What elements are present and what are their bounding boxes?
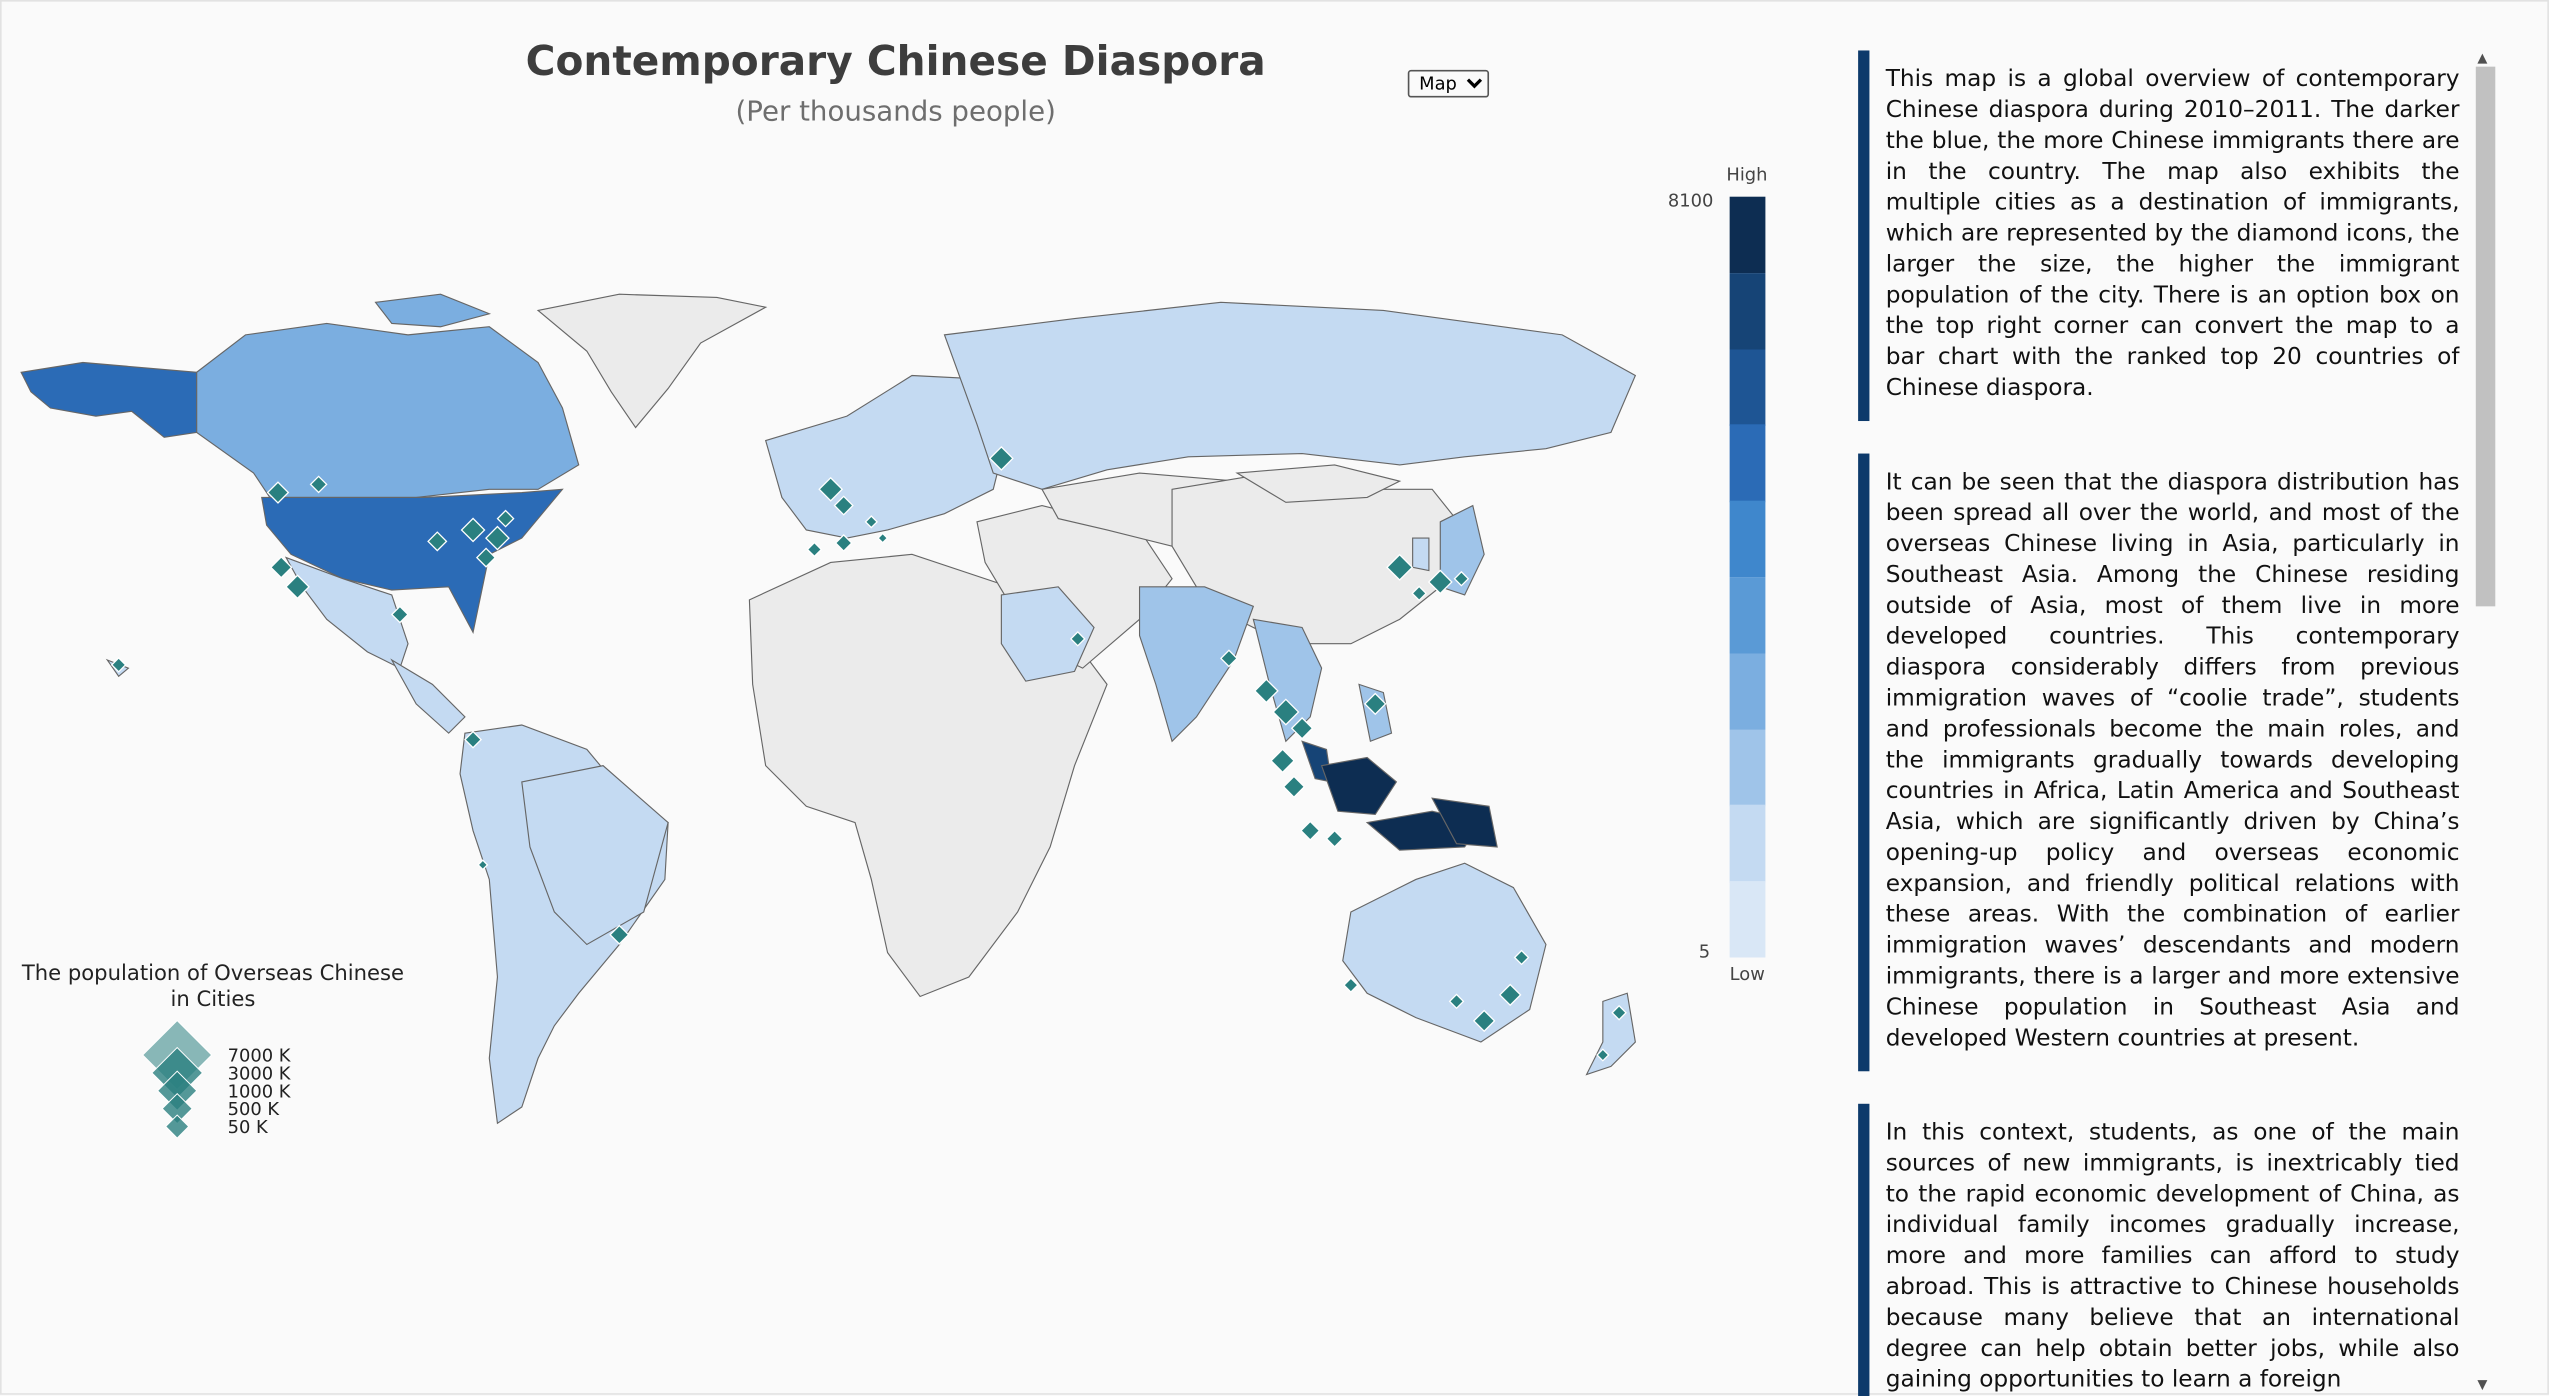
legend-low-label: Low — [1729, 963, 1765, 986]
description-paragraph: In this context, students, as one of the… — [1858, 1103, 2460, 1396]
country-canada-islands[interactable] — [374, 293, 492, 328]
legend-max-value: 8100 — [1667, 190, 1714, 212]
city-marker[interactable] — [1611, 1004, 1627, 1021]
city-marker[interactable] — [110, 657, 127, 673]
city-marker[interactable] — [1498, 983, 1522, 1007]
country-canada[interactable] — [196, 322, 580, 499]
view-mode-select[interactable]: Map — [1407, 69, 1490, 98]
page-title: Contemporary Chinese Diaspora — [525, 37, 1266, 85]
scroll-down-arrow[interactable]: ▼ — [2477, 1376, 2488, 1392]
city-marker[interactable] — [496, 509, 515, 528]
color-scale-step — [1729, 500, 1766, 578]
city-marker[interactable] — [427, 531, 448, 552]
city-marker[interactable] — [877, 532, 889, 544]
country-greenland[interactable] — [536, 293, 768, 429]
city-marker[interactable] — [475, 547, 497, 568]
city-legend-marker — [161, 1093, 193, 1125]
city-marker[interactable] — [460, 517, 486, 543]
country-alaska[interactable] — [20, 361, 198, 438]
scroll-thumb[interactable] — [2475, 66, 2496, 607]
text-scrollbar[interactable]: ▲ ▼ — [2473, 50, 2496, 1396]
country-central-america[interactable] — [390, 658, 466, 734]
city-marker[interactable] — [266, 481, 290, 504]
color-scale-step — [1729, 272, 1766, 350]
color-scale-step — [1729, 653, 1766, 731]
city-marker[interactable] — [1343, 977, 1359, 993]
city-marker[interactable] — [1282, 775, 1306, 799]
color-scale-step — [1729, 577, 1766, 654]
city-legend-label: 1000 K — [228, 1081, 292, 1102]
color-scale-bar — [1729, 196, 1766, 959]
city-marker[interactable] — [1596, 1048, 1610, 1062]
country-saudi[interactable] — [1000, 586, 1095, 682]
city-marker[interactable] — [1325, 829, 1344, 848]
city-marker[interactable] — [1386, 553, 1414, 581]
country-brazil[interactable] — [521, 765, 669, 946]
city-marker[interactable] — [485, 525, 510, 551]
city-marker[interactable] — [864, 515, 878, 529]
country-mongolia[interactable] — [1235, 464, 1402, 503]
color-scale-step — [1729, 729, 1766, 807]
city-marker[interactable] — [285, 574, 310, 600]
city-legend-label: 3000 K — [228, 1063, 292, 1084]
city-marker[interactable] — [1453, 570, 1470, 587]
city-marker[interactable] — [269, 556, 293, 579]
city-marker[interactable] — [1290, 717, 1314, 740]
country-india[interactable] — [1138, 586, 1255, 743]
city-legend-label: 50 K — [228, 1117, 269, 1138]
city-marker[interactable] — [818, 476, 844, 502]
legend-high-label: High — [1726, 164, 1768, 186]
description-paragraph: It can be seen that the diaspora distrib… — [1858, 453, 2460, 1072]
description-panel[interactable]: This map is a global overview of contemp… — [1858, 50, 2460, 1396]
country-papua[interactable] — [1431, 797, 1498, 848]
city-marker[interactable] — [1270, 748, 1296, 774]
color-scale-step — [1729, 881, 1766, 959]
city-marker[interactable] — [464, 730, 483, 749]
city-marker[interactable] — [1427, 569, 1453, 595]
country-usa[interactable] — [261, 488, 564, 635]
scroll-up-arrow[interactable]: ▲ — [2477, 50, 2488, 66]
city-legend-title: The population of Overseas Chinese in Ci… — [21, 962, 405, 1013]
city-legend-marker — [156, 1070, 198, 1112]
city-legend-marker — [165, 1114, 190, 1139]
color-scale-step — [1729, 805, 1766, 883]
color-scale-step — [1729, 348, 1766, 426]
city-marker[interactable] — [1300, 820, 1321, 841]
city-legend-label: 7000 K — [228, 1046, 292, 1067]
city-marker[interactable] — [988, 446, 1014, 471]
city-marker[interactable] — [1253, 678, 1279, 704]
city-marker[interactable] — [1069, 631, 1086, 647]
city-marker[interactable] — [1513, 949, 1530, 966]
country-new-zealand[interactable] — [1585, 992, 1636, 1076]
country-korea[interactable] — [1412, 537, 1430, 572]
city-marker[interactable] — [1363, 692, 1387, 716]
page-subtitle: (Per thousands people) — [735, 95, 1056, 129]
world-map — [20, 293, 1637, 1125]
city-marker[interactable] — [390, 605, 409, 624]
city-marker[interactable] — [1411, 585, 1427, 602]
description-paragraph: This map is a global overview of contemp… — [1858, 50, 2460, 422]
city-marker[interactable] — [1448, 993, 1465, 1010]
country-russia[interactable] — [943, 301, 1637, 490]
country-indonesia-1[interactable] — [1320, 756, 1398, 816]
city-marker[interactable] — [834, 533, 853, 552]
color-scale-step — [1729, 196, 1766, 274]
color-scale-step — [1729, 424, 1766, 502]
city-marker[interactable] — [833, 495, 854, 516]
city-marker[interactable] — [1472, 1009, 1496, 1033]
legend-min-value: 5 — [1698, 941, 1711, 963]
city-marker[interactable] — [1272, 698, 1300, 726]
city-marker[interactable] — [309, 475, 328, 494]
city-marker[interactable] — [806, 541, 823, 558]
city-marker[interactable] — [477, 859, 489, 871]
country-australia[interactable] — [1342, 862, 1547, 1043]
city-marker[interactable] — [609, 924, 630, 945]
city-legend-label: 500 K — [228, 1099, 281, 1120]
city-marker[interactable] — [1219, 649, 1238, 668]
